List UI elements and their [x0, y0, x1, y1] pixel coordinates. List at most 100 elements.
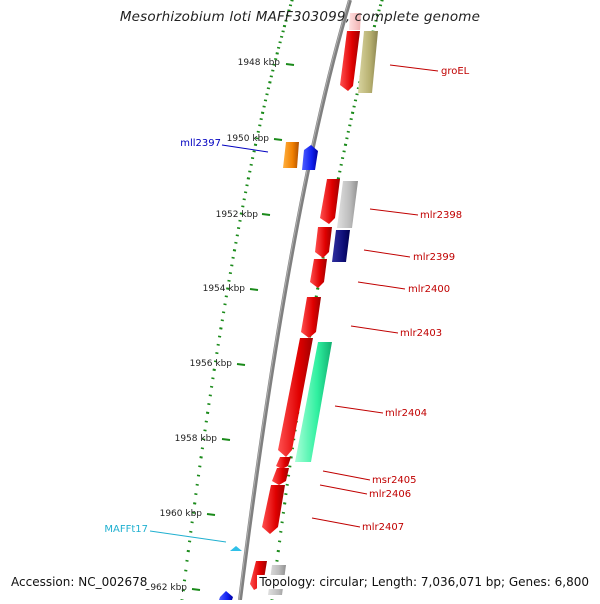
track-tick — [252, 150, 256, 153]
gene-label-mlr2407[interactable]: mlr2407 — [362, 522, 404, 533]
track-tick — [248, 170, 252, 173]
track-tick — [250, 157, 255, 160]
track-tick — [182, 579, 187, 582]
gene-feature-mafft17 — [230, 546, 242, 551]
track-tick — [372, 24, 377, 28]
track-tick — [282, 24, 287, 28]
track-tick — [181, 589, 185, 592]
track-tick — [259, 118, 263, 121]
track-tick — [280, 521, 284, 524]
track-tick — [184, 569, 188, 572]
gene-label-mll2397[interactable]: mll2397 — [180, 138, 221, 149]
track-tick — [238, 219, 242, 222]
gene-label-mlr2406[interactable]: mlr2406 — [369, 489, 411, 500]
track-tick — [285, 14, 290, 17]
track-tick — [236, 227, 241, 230]
track-tick — [288, 465, 292, 468]
track-tick — [316, 287, 320, 290]
track-tick — [186, 549, 190, 553]
genome-backbone-highlight — [238, 0, 350, 601]
track-tick — [243, 191, 248, 194]
gene-feature-mlr2400 — [310, 259, 327, 288]
track-tick — [355, 93, 359, 96]
gene-feature-mlr2399 — [315, 227, 332, 258]
track-tick — [189, 530, 193, 533]
track-tick — [348, 124, 352, 127]
track-tick — [190, 521, 194, 524]
track-tick — [221, 311, 226, 314]
gene-features — [219, 13, 378, 600]
track-tick — [253, 143, 258, 147]
genome-backbone — [238, 0, 352, 601]
track-tick — [213, 360, 218, 363]
gene-labels: groEL mll2397 mlr2398 mlr2399 mlr2400 ml… — [104, 66, 469, 535]
track-tick — [242, 198, 246, 201]
track-tick — [278, 41, 282, 44]
gene-feature-mlr2407 — [262, 485, 285, 534]
track-tick — [198, 465, 202, 468]
gene-label-mlr2399[interactable]: mlr2399 — [413, 252, 455, 263]
track-tick — [352, 105, 356, 108]
gene-label-groel[interactable]: groEL — [441, 66, 470, 77]
track-tick — [212, 368, 216, 372]
gene-feature-msr2405 — [276, 457, 291, 469]
track-tick — [274, 58, 278, 61]
track-tick — [219, 327, 223, 330]
gene-feature-mll2397 — [283, 142, 299, 168]
gene-label-mlr2404[interactable]: mlr2404 — [385, 408, 427, 419]
scale-label: 1958 kbp — [175, 434, 218, 444]
track-tick — [191, 511, 196, 514]
scale-label: 1960 kbp — [160, 509, 203, 519]
gene-feature-groel — [340, 31, 360, 91]
track-tick — [350, 111, 355, 115]
gene-label-mlr2403[interactable]: mlr2403 — [400, 328, 442, 339]
track-tick — [232, 249, 237, 252]
track-tick — [226, 287, 230, 290]
track-tick — [380, 0, 384, 2]
track-tick — [258, 124, 262, 127]
track-tick — [290, 0, 294, 2]
track-tick — [340, 157, 345, 160]
track-tick — [228, 272, 233, 275]
track-tick — [217, 335, 222, 338]
track-tick — [241, 205, 245, 208]
map-title: Mesorhizobium loti MAFF303099, complete … — [0, 9, 600, 25]
genome-summary-text: Topology: circular; Length: 7,036,071 bp… — [257, 575, 591, 589]
track-tick — [281, 30, 285, 33]
track-tick — [284, 493, 288, 496]
track-tick — [196, 474, 201, 477]
scale-major-ticks — [191, 63, 295, 591]
track-tick — [314, 295, 318, 298]
gene-feature-blue-bottom — [219, 591, 233, 600]
gene-feature-blue-left — [302, 145, 318, 170]
gene-label-mafft17[interactable]: MAFFt17 — [104, 524, 148, 535]
track-tick — [283, 502, 287, 505]
gene-label-mlr2400[interactable]: mlr2400 — [408, 284, 450, 295]
track-tick — [284, 19, 288, 22]
track-tick — [203, 429, 207, 432]
track-tick — [288, 4, 293, 7]
track-tick — [260, 111, 265, 115]
track-tick — [285, 483, 289, 486]
track-tick — [211, 377, 215, 380]
track-tick — [202, 438, 206, 441]
track-tick — [276, 549, 280, 553]
track-tick — [208, 394, 212, 397]
gene-label-mlr2398[interactable]: mlr2398 — [420, 210, 462, 221]
track-tick — [277, 540, 282, 543]
scale-label: 1950 kbp — [227, 134, 270, 144]
scale-label: 1962 kbp — [145, 583, 188, 593]
track-tick — [343, 143, 348, 147]
track-tick — [375, 14, 380, 17]
track-tick — [199, 456, 203, 459]
track-tick — [286, 474, 291, 477]
track-tick — [227, 279, 231, 282]
scale-label: 1952 kbp — [216, 210, 259, 220]
track-tick — [215, 352, 219, 355]
track-tick — [287, 9, 291, 12]
track-tick — [224, 295, 228, 298]
gene-feature-mlr2398 — [320, 179, 340, 224]
track-tick — [346, 130, 350, 133]
gene-label-msr2405[interactable]: msr2405 — [372, 475, 417, 486]
